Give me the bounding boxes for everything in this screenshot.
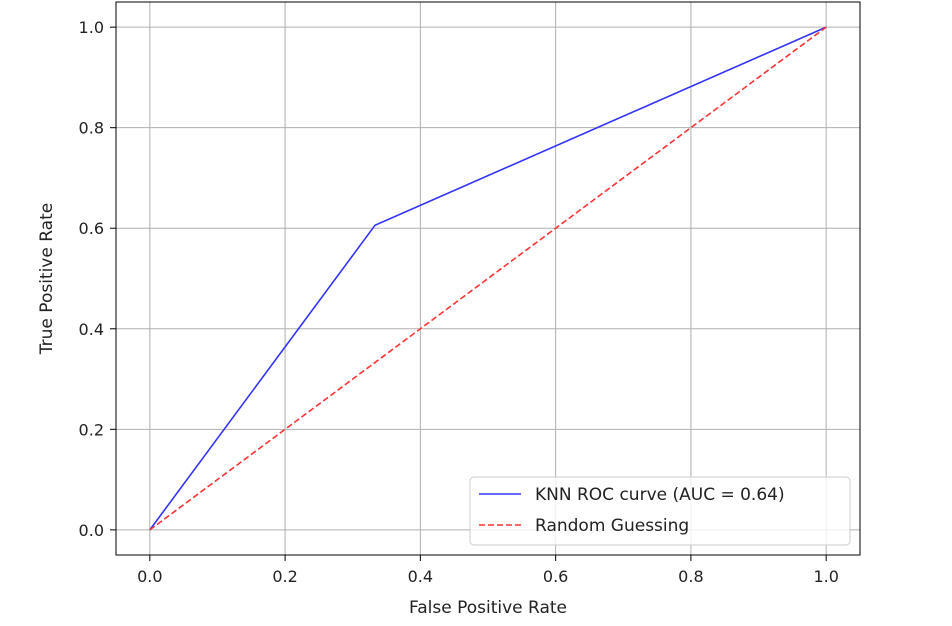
y-tick-label: 0.4 bbox=[79, 320, 104, 339]
plot-lines bbox=[149, 26, 827, 531]
y-tick-label: 0.8 bbox=[79, 119, 104, 138]
x-tick-label: 0.0 bbox=[137, 567, 162, 586]
grid bbox=[116, 2, 860, 555]
x-tick-label: 1.0 bbox=[813, 567, 838, 586]
x-tick-label: 0.8 bbox=[678, 567, 703, 586]
x-tick-label: 0.2 bbox=[272, 567, 297, 586]
y-tick-label: 0.0 bbox=[79, 521, 104, 540]
y-tick-label: 0.2 bbox=[79, 420, 104, 439]
legend-label: KNN ROC curve (AUC = 0.64) bbox=[535, 485, 785, 505]
y-tick-label: 1.0 bbox=[79, 18, 104, 37]
ticks: 0.0 0.2 0.4 0.6 0.8 1.0 0.0 0.2 0.4 0.6 0.8 1.0 bbox=[79, 18, 839, 586]
legend: KNN ROC curve (AUC = 0.64) Random Guessin… bbox=[469, 476, 851, 546]
series-line-0 bbox=[149, 26, 827, 531]
legend-box bbox=[469, 476, 851, 546]
x-axis-label: False Positive Rate bbox=[409, 598, 567, 618]
y-axis-label: True Positive Rate bbox=[37, 203, 57, 355]
legend-label: Random Guessing bbox=[535, 516, 689, 536]
y-tick-label: 0.6 bbox=[79, 219, 104, 238]
x-tick-label: 0.4 bbox=[408, 567, 433, 586]
series-line-1 bbox=[149, 26, 827, 531]
x-tick-label: 0.6 bbox=[543, 567, 568, 586]
plot-frame bbox=[115, 1, 861, 556]
